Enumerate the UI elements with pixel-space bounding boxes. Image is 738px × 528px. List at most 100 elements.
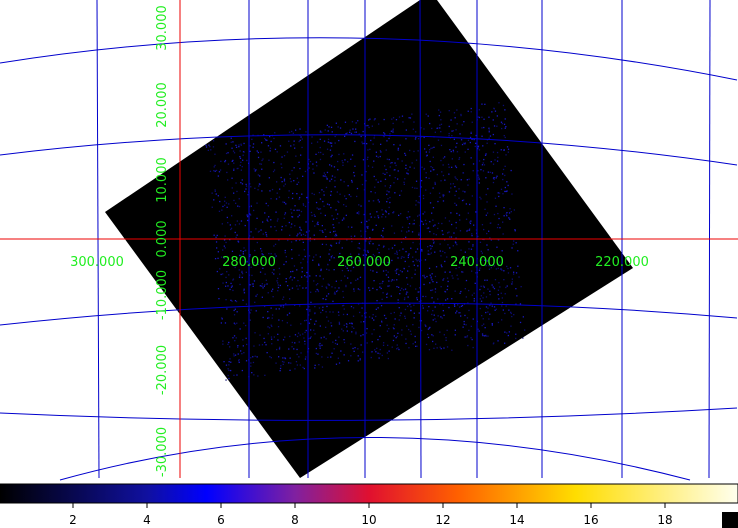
speckle: [451, 158, 453, 160]
speckle: [408, 347, 410, 349]
speckle: [489, 304, 491, 306]
speckle: [225, 152, 228, 155]
speckle: [318, 264, 320, 266]
speckle: [220, 273, 222, 276]
speckle: [482, 162, 484, 164]
speckle: [404, 260, 406, 263]
speckle: [435, 320, 437, 323]
speckle: [504, 312, 506, 315]
speckle: [274, 226, 276, 228]
speckle: [277, 284, 279, 286]
speckle: [363, 189, 366, 191]
speckle: [366, 158, 369, 160]
speckle: [404, 288, 407, 290]
speckle: [234, 354, 237, 356]
speckle: [443, 278, 445, 280]
speckle: [301, 146, 303, 149]
speckle: [224, 200, 226, 202]
speckle: [436, 347, 438, 349]
speckle: [460, 179, 462, 181]
speckle: [321, 189, 323, 191]
speckle: [225, 364, 228, 366]
speckle: [501, 127, 503, 130]
speckle: [378, 244, 380, 246]
speckle: [335, 242, 338, 244]
speckle: [454, 117, 456, 119]
speckle: [483, 292, 485, 294]
speckle: [387, 344, 389, 346]
speckle: [245, 249, 247, 251]
speckle: [312, 168, 314, 170]
speckle: [514, 229, 516, 231]
speckle: [377, 265, 379, 267]
speckle: [504, 127, 506, 129]
speckle: [403, 268, 405, 270]
speckle: [316, 141, 319, 143]
speckle: [427, 246, 429, 248]
speckle: [468, 229, 471, 231]
speckle: [268, 327, 271, 329]
speckle: [246, 260, 248, 262]
speckle: [236, 322, 238, 324]
speckle: [459, 312, 461, 314]
speckle: [269, 356, 271, 358]
speckle: [314, 364, 316, 366]
speckle: [335, 339, 337, 341]
speckle: [401, 329, 403, 331]
speckle: [481, 333, 484, 335]
speckle: [505, 126, 507, 128]
speckle: [221, 223, 223, 225]
speckle: [290, 362, 292, 364]
speckle: [422, 275, 424, 277]
speckle: [343, 217, 345, 219]
speckle: [442, 279, 444, 281]
speckle: [243, 288, 245, 290]
speckle: [402, 248, 404, 250]
speckle: [302, 366, 304, 369]
speckle: [431, 245, 433, 247]
speckle: [422, 197, 425, 200]
speckle: [275, 198, 278, 200]
speckle: [337, 126, 339, 128]
speckle: [490, 239, 492, 241]
speckle: [480, 300, 483, 302]
speckle: [318, 192, 321, 194]
speckle: [446, 277, 449, 279]
speckle: [252, 361, 255, 364]
speckle: [360, 344, 362, 346]
speckle: [505, 190, 507, 193]
speckle: [360, 221, 363, 224]
speckle: [405, 251, 407, 253]
speckle: [426, 227, 428, 229]
speckle: [413, 304, 415, 306]
speckle: [448, 173, 450, 175]
speckle: [235, 337, 237, 339]
speckle: [416, 345, 418, 347]
speckle: [330, 245, 333, 247]
speckle: [501, 122, 503, 125]
speckle: [434, 291, 437, 293]
speckle: [304, 331, 306, 334]
speckle: [453, 232, 455, 234]
speckle: [427, 227, 430, 229]
speckle: [309, 160, 312, 163]
speckle: [383, 135, 385, 138]
speckle: [431, 279, 433, 281]
speckle: [308, 167, 310, 169]
speckle: [456, 310, 458, 312]
speckle: [297, 216, 299, 218]
speckle: [394, 244, 396, 246]
speckle: [250, 205, 252, 207]
speckle: [362, 254, 364, 256]
speckle: [226, 308, 228, 310]
speckle: [493, 178, 495, 180]
speckle: [214, 170, 216, 172]
speckle: [486, 244, 488, 246]
speckle: [215, 241, 218, 243]
speckle: [492, 343, 495, 345]
speckle: [274, 257, 276, 259]
speckle: [485, 335, 487, 337]
speckle: [351, 154, 354, 156]
speckle: [280, 163, 282, 165]
speckle: [477, 116, 479, 118]
